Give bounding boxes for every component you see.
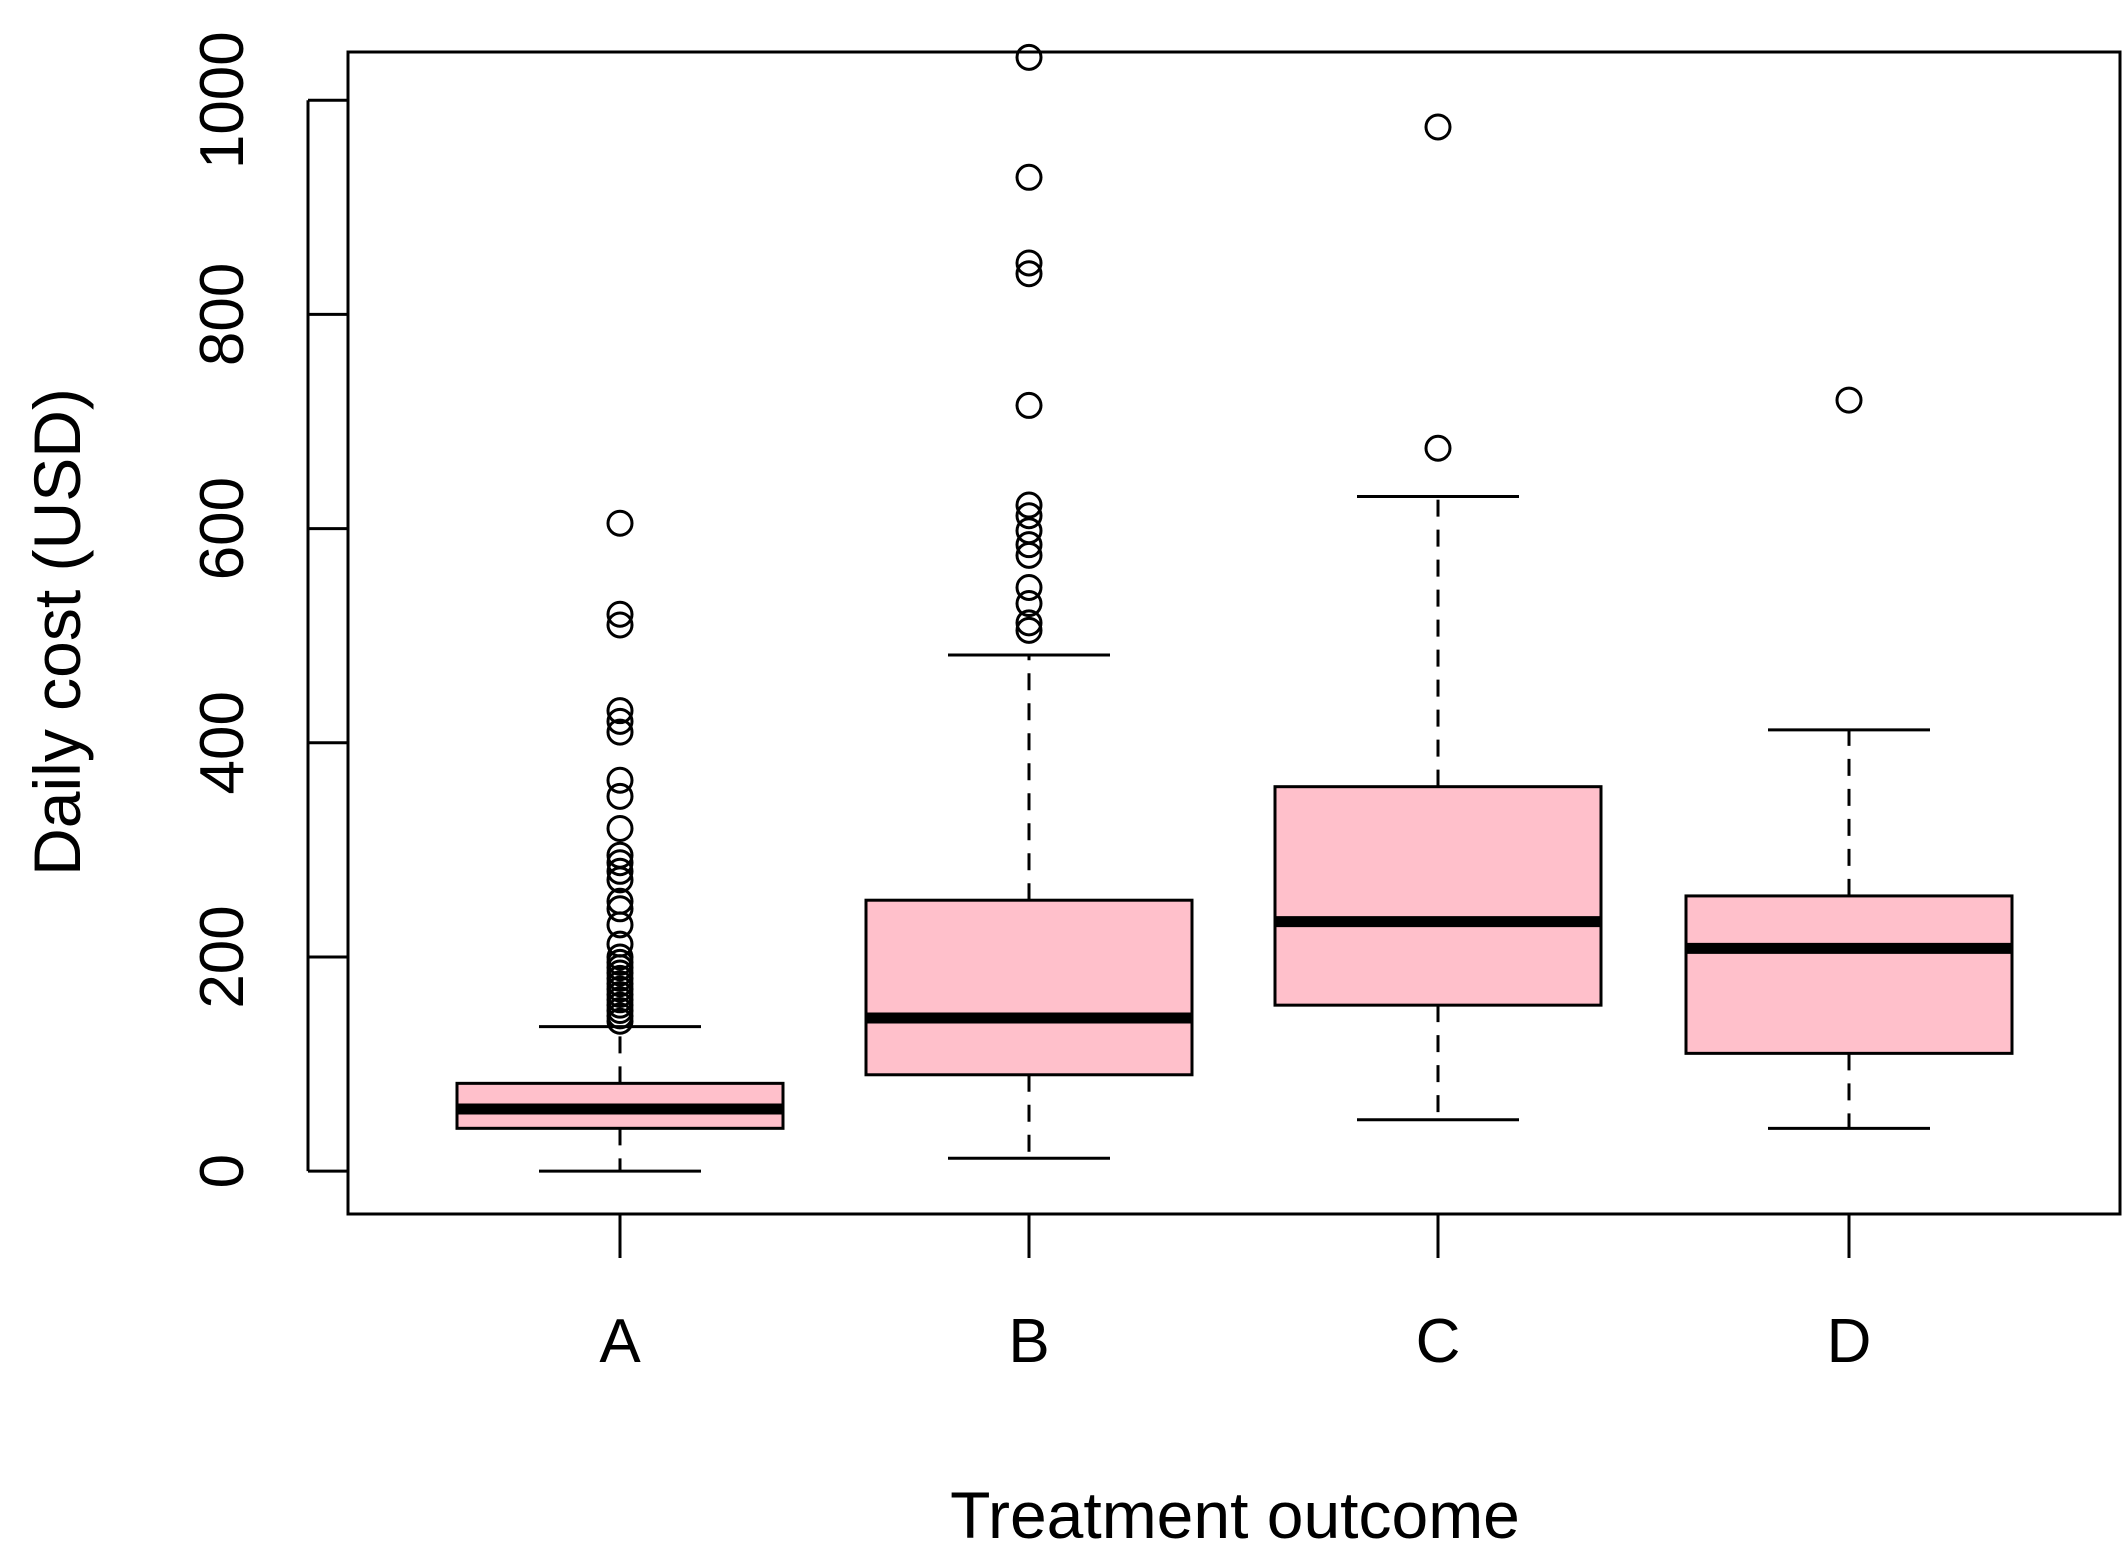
plot-area-frame bbox=[346, 50, 2122, 1216]
x-tick-label: A bbox=[599, 1307, 641, 1376]
outlier-point bbox=[606, 509, 634, 537]
x-tick-label: D bbox=[1827, 1307, 1872, 1376]
outlier-point bbox=[1015, 163, 1043, 191]
outlier-point bbox=[1015, 260, 1043, 288]
outlier-point bbox=[1015, 502, 1043, 530]
box-group-b bbox=[864, 43, 1194, 1160]
outlier-point bbox=[606, 611, 634, 639]
outlier-point bbox=[1015, 391, 1043, 419]
outlier-point bbox=[1015, 541, 1043, 569]
outlier-point bbox=[606, 866, 634, 894]
outlier-point bbox=[606, 766, 634, 794]
outlier-point bbox=[1015, 517, 1043, 545]
box-group-c bbox=[1273, 113, 1603, 1122]
outlier-point bbox=[606, 600, 634, 628]
outlier-point bbox=[606, 911, 634, 939]
outlier-point bbox=[1424, 434, 1452, 462]
y-tick-label: 0 bbox=[188, 1154, 257, 1188]
iqr-box bbox=[1684, 894, 2014, 1055]
outlier-point bbox=[606, 814, 634, 842]
outlier-point bbox=[606, 718, 634, 746]
outlier-point bbox=[1015, 491, 1043, 519]
outlier-point bbox=[606, 1007, 634, 1035]
y-axis-title: Daily cost (USD) bbox=[20, 388, 94, 876]
outlier-point bbox=[606, 782, 634, 810]
outlier-point bbox=[1015, 609, 1043, 637]
y-tick-label: 800 bbox=[188, 263, 257, 366]
box-group-d bbox=[1684, 386, 2014, 1130]
outlier-point bbox=[1424, 113, 1452, 141]
outlier-point bbox=[1015, 590, 1043, 618]
outlier-point bbox=[1015, 616, 1043, 644]
outlier-point bbox=[1015, 249, 1043, 277]
y-tick-label: 400 bbox=[188, 691, 257, 794]
x-tick-label: C bbox=[1416, 1307, 1461, 1376]
outlier-point bbox=[606, 707, 634, 735]
outlier-point bbox=[606, 895, 634, 923]
outlier-point bbox=[606, 857, 634, 885]
box-group-a bbox=[455, 509, 785, 1173]
x-axis-title: Treatment outcome bbox=[950, 1478, 1520, 1552]
outlier-point bbox=[1015, 573, 1043, 601]
outlier-point bbox=[606, 697, 634, 725]
outlier-point bbox=[1015, 43, 1043, 71]
iqr-box bbox=[864, 898, 1194, 1077]
outlier-point bbox=[1835, 386, 1863, 414]
outlier-point bbox=[1015, 531, 1043, 559]
y-axis: 0 200 400 600 800 1000 bbox=[188, 31, 348, 1188]
outlier-point bbox=[606, 849, 634, 877]
x-tick-label: B bbox=[1008, 1307, 1049, 1376]
y-tick-label: 1000 bbox=[188, 31, 257, 169]
y-tick-label: 600 bbox=[188, 477, 257, 580]
box-series bbox=[455, 43, 2014, 1173]
iqr-box bbox=[1273, 785, 1603, 1007]
y-tick-label: 200 bbox=[188, 905, 257, 1008]
x-axis: A B C D bbox=[599, 1214, 1871, 1376]
